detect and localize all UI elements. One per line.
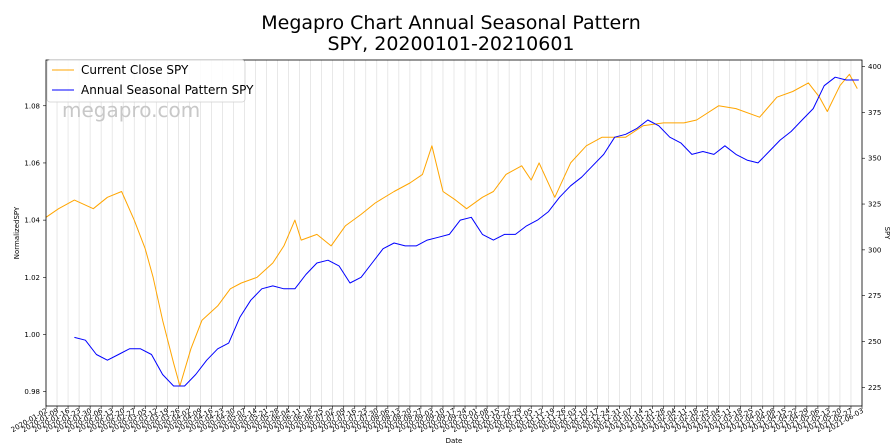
right-y-axis-label: SPY bbox=[883, 227, 891, 241]
right-y-axis: 225 250 275 300 325 350 375 400 bbox=[862, 63, 881, 392]
series-lines bbox=[45, 73, 859, 387]
left-y-tick-label: 1.06 bbox=[24, 159, 40, 167]
x-axis: 2020-01-022020-01-092020-01-162020-01-23… bbox=[10, 406, 865, 434]
left-y-axis: 0.98 1.00 1.02 1.04 1.06 1.08 bbox=[24, 102, 46, 396]
right-y-tick-label: 275 bbox=[868, 292, 881, 300]
current-close-line bbox=[45, 73, 858, 387]
chart-title-line1: Megapro Chart Annual Seasonal Pattern bbox=[261, 12, 641, 34]
right-y-tick-label: 325 bbox=[868, 201, 881, 209]
legend-label-seasonal: Annual Seasonal Pattern SPY bbox=[81, 83, 254, 97]
left-y-tick-label: 0.98 bbox=[24, 388, 40, 396]
seasonal-pattern-line bbox=[74, 76, 859, 387]
right-y-tick-label: 250 bbox=[868, 338, 881, 346]
chart-legend: Current Close SPY Annual Seasonal Patter… bbox=[46, 59, 254, 103]
right-y-tick-label: 375 bbox=[868, 109, 881, 117]
chart-title-line2: SPY, 20200101-20210601 bbox=[327, 33, 574, 55]
right-y-tick-label: 300 bbox=[868, 246, 881, 254]
right-y-tick-label: 350 bbox=[868, 155, 881, 163]
right-y-tick-label: 400 bbox=[868, 63, 881, 71]
right-y-tick-label: 225 bbox=[868, 384, 881, 392]
x-axis-label: Date bbox=[446, 437, 463, 445]
legend-label-current: Current Close SPY bbox=[81, 63, 189, 77]
left-y-tick-label: 1.08 bbox=[24, 102, 40, 110]
legend-box bbox=[46, 59, 246, 103]
left-y-axis-label: NormalizedSPY bbox=[13, 206, 21, 259]
left-y-tick-label: 1.02 bbox=[24, 274, 40, 282]
left-y-tick-label: 1.04 bbox=[24, 217, 40, 225]
left-y-tick-label: 1.00 bbox=[24, 331, 40, 339]
